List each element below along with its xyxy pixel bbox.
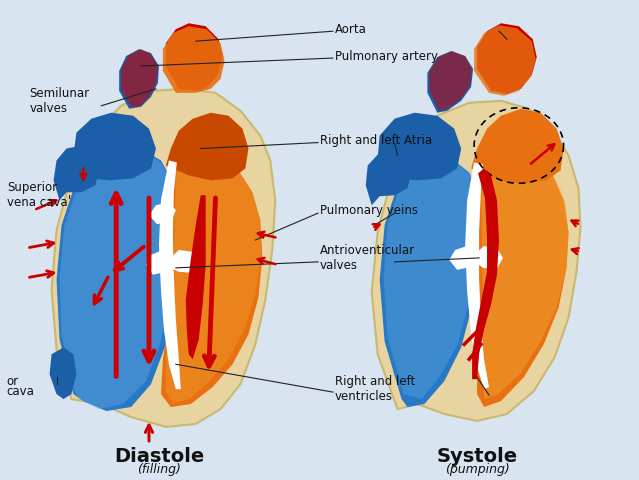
Polygon shape	[383, 160, 477, 399]
Polygon shape	[56, 145, 176, 411]
Polygon shape	[471, 109, 564, 183]
Text: Right and left
ventricles: Right and left ventricles	[335, 375, 415, 403]
Polygon shape	[477, 148, 569, 407]
Text: Superior
vena cava: Superior vena cava	[7, 181, 68, 209]
Polygon shape	[59, 148, 173, 409]
Polygon shape	[472, 168, 499, 379]
Polygon shape	[449, 246, 475, 270]
Polygon shape	[481, 151, 569, 399]
Text: Pulmonary veins: Pulmonary veins	[320, 204, 418, 216]
Text: Semilunar
valves: Semilunar valves	[29, 87, 90, 115]
Text: Aorta: Aorta	[335, 23, 367, 36]
Polygon shape	[465, 162, 489, 389]
Text: Antrioventicular
valves: Antrioventicular valves	[320, 244, 415, 272]
Polygon shape	[477, 23, 537, 94]
Polygon shape	[171, 250, 199, 273]
Polygon shape	[54, 145, 99, 200]
Text: (filling): (filling)	[137, 463, 181, 476]
Text: (pumping): (pumping)	[445, 463, 509, 476]
Polygon shape	[429, 51, 472, 111]
Polygon shape	[186, 195, 206, 360]
Polygon shape	[146, 250, 171, 275]
Text: Right and left Atria: Right and left Atria	[320, 134, 432, 147]
Text: Diastole: Diastole	[114, 447, 204, 466]
Text: Systole: Systole	[436, 447, 518, 466]
Polygon shape	[166, 23, 222, 91]
Polygon shape	[427, 51, 473, 113]
Polygon shape	[119, 49, 159, 109]
Polygon shape	[166, 113, 249, 180]
Text: cava: cava	[7, 384, 35, 397]
Polygon shape	[378, 113, 461, 180]
Polygon shape	[166, 151, 261, 403]
Polygon shape	[372, 101, 580, 421]
Polygon shape	[366, 148, 412, 205]
Polygon shape	[149, 202, 176, 224]
Text: Pulmonary artery: Pulmonary artery	[335, 49, 438, 62]
Polygon shape	[474, 25, 535, 96]
Polygon shape	[73, 113, 156, 180]
Polygon shape	[159, 160, 181, 389]
Polygon shape	[475, 246, 503, 269]
Text: or: or	[7, 375, 19, 388]
Polygon shape	[380, 158, 479, 407]
Polygon shape	[50, 348, 77, 399]
Polygon shape	[161, 148, 263, 407]
Polygon shape	[163, 26, 224, 93]
Polygon shape	[121, 49, 158, 107]
Polygon shape	[52, 89, 275, 427]
